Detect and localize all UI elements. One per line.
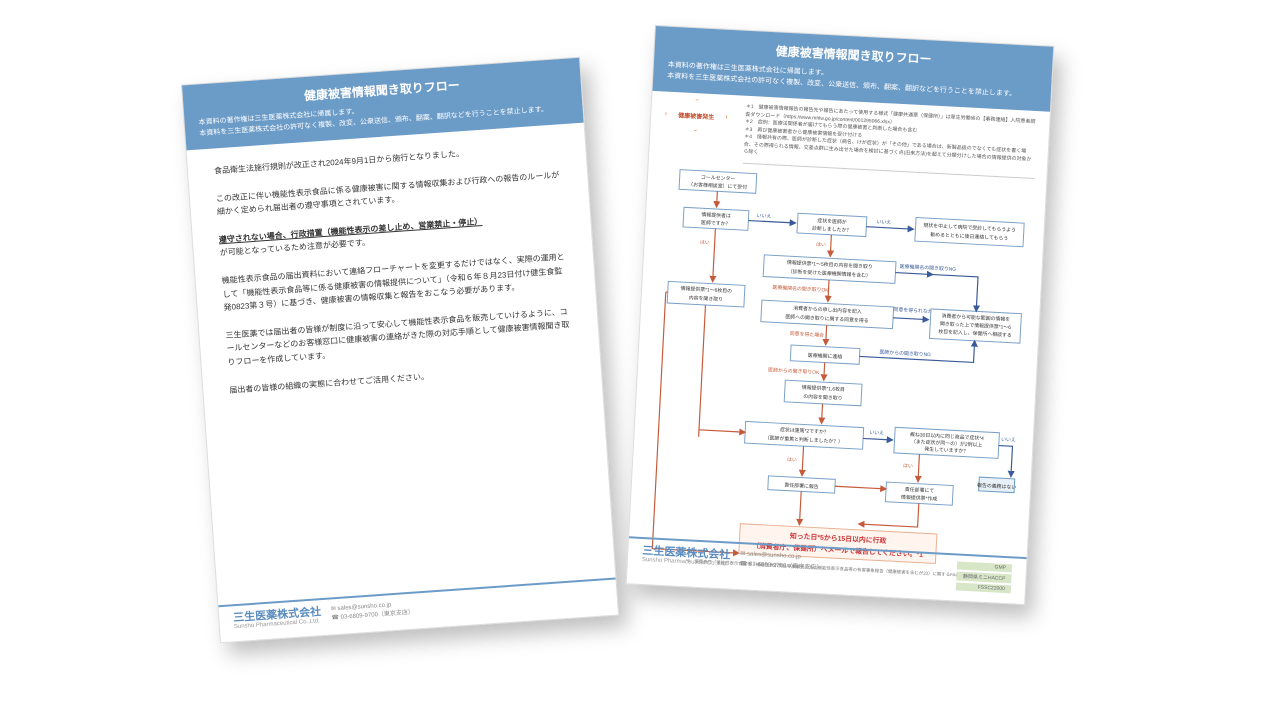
- svg-text:いいえ: いいえ: [876, 219, 891, 226]
- page1-footer: 三生医薬株式会社 Sunsho Pharmaceutical Co.,Ltd. …: [218, 577, 618, 642]
- start-starburst: 健康被害発生: [664, 98, 728, 133]
- footer2-contact: ✉ sales@sunsho.co.jp ☎ 03-6809-9700（東京支店…: [740, 550, 823, 573]
- svg-text:医療機関名の聞き取りOK: 医療機関名の聞き取りOK: [772, 283, 829, 293]
- svg-text:同意を得た場合: 同意を得た場合: [790, 330, 825, 339]
- svg-text:いいえ: いいえ: [756, 213, 771, 220]
- svg-text:医師からの聞き取りNG: 医師からの聞き取りNG: [879, 348, 931, 358]
- para-3: 遵守されない場合、行政措置（機能性表示の差し止め、営業禁止・停止） が可能となっ…: [218, 209, 565, 260]
- footer-company-block: 三生医薬株式会社 Sunsho Pharmaceutical Co.,Ltd.: [233, 606, 322, 630]
- para-5: 三生医薬では届出者の皆様が制度に沿って安心して機能性表示食品を販売していけるよう…: [225, 305, 573, 370]
- flowchart-svg: コールセンター （お客様相談室）にて受付 情報提供者は 医師ですか？ いいえ は…: [639, 159, 1034, 598]
- svg-text:はい: はい: [903, 463, 913, 470]
- para-4: 機能性表示食品の届出資料において連絡フローチャートを変更するだけではなく、実際の…: [221, 250, 569, 315]
- document-page-1: 健康被害情報聞き取りフロー 本資料の著作権は三生医薬株式会社に帰属します。 本資…: [181, 57, 619, 644]
- svg-text:はい: はい: [816, 241, 826, 248]
- email-icon: ✉: [331, 606, 336, 612]
- tel-icon: ☎: [740, 561, 748, 567]
- svg-text:はい: はい: [700, 239, 710, 246]
- svg-text:いいえ: いいえ: [1001, 436, 1016, 443]
- svg-text:医療機関名の聞き取りNG: 医療機関名の聞き取りNG: [900, 262, 957, 272]
- email-icon: ✉: [740, 551, 745, 557]
- footer2-tel: 03-6809-9700（東京支店）: [749, 561, 823, 571]
- footer2-email: sales@sunsho.co.jp: [747, 551, 801, 560]
- svg-text:医師からの聞き取りOK: 医師からの聞き取りOK: [768, 366, 820, 376]
- footer-tel: 03-6809-9700（東京支店）: [341, 610, 415, 621]
- para-2: この改正に伴い機能性表示食品に係る健康被害に関する情報収集および行政への報告のル…: [216, 168, 563, 219]
- footer2-badges: GMP 静岡県ミニHACCP FSSC22000: [956, 562, 1012, 594]
- footer2-company-block: 三生医薬株式会社 Sunsho Pharmaceutical Co.,Ltd.: [642, 545, 731, 568]
- svg-text:いいえ: いいえ: [869, 429, 884, 436]
- tel-icon: ☎: [331, 615, 339, 622]
- document-page-2: 健康被害情報聞き取りフロー 本資料の著作権は三生医薬株式会社に帰属します。 本資…: [626, 25, 1055, 605]
- footer-email: sales@sunsho.co.jp: [337, 602, 391, 612]
- svg-text:はい: はい: [787, 457, 797, 464]
- page1-body: 食品衛生法施行規則が改正され2024年9月1日から施行となりました。 この改正に…: [187, 123, 604, 429]
- badge-fssc: FSSC22000: [956, 582, 1011, 593]
- footer-contact: ✉ sales@sunsho.co.jp ☎ 03-6809-9700（東京支店…: [331, 600, 415, 625]
- badge-gmp: GMP: [957, 562, 1012, 573]
- badge-haccp: 静岡県ミニHACCP: [957, 571, 1012, 583]
